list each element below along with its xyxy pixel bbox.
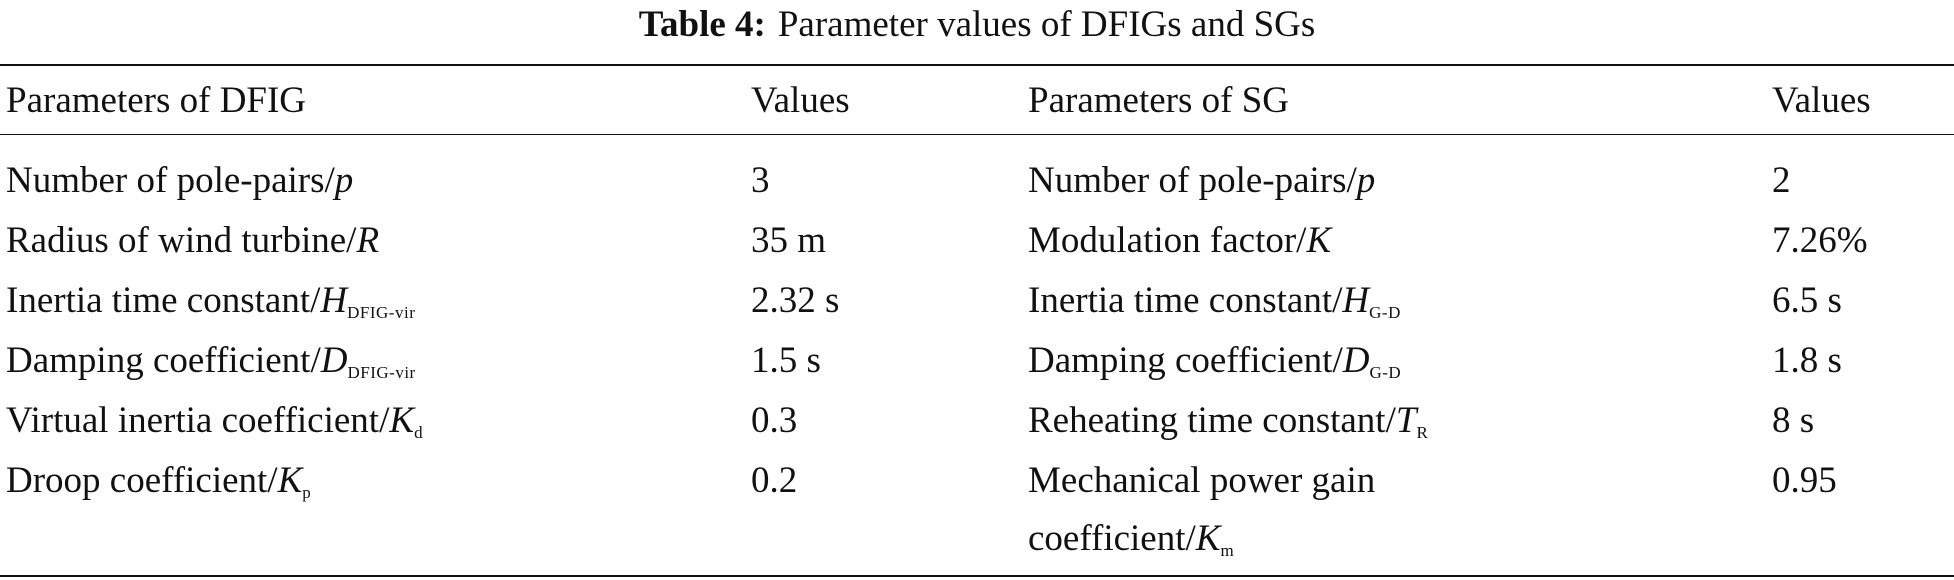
parameter-text: Modulation factor/	[1028, 220, 1307, 261]
parameter-cell: Modulation factor/K	[1028, 212, 1331, 270]
parameter-cell: Number of pole-pairs/p	[1028, 152, 1375, 210]
parameter-symbol: p	[334, 160, 354, 201]
parameter-symbol: K	[389, 400, 415, 441]
parameter-symbol: K	[1306, 220, 1332, 261]
parameter-text: Virtual inertia coefficient/	[6, 400, 390, 441]
parameter-symbol: D	[320, 340, 348, 381]
parameter-symbol: R	[356, 220, 380, 261]
header-cell: Values	[751, 80, 850, 121]
parameter-cell: Inertia time constant/HDFIG-vir	[6, 272, 415, 342]
header-rule	[0, 134, 1954, 135]
parameter-symbol: H	[320, 280, 348, 321]
parameter-cell: Mechanical power gain coefficient/Km	[1028, 452, 1528, 580]
parameter-text: Inertia time constant/	[6, 280, 321, 321]
header-cell: Parameters of SG	[1028, 80, 1289, 121]
parameter-subscript: p	[302, 483, 312, 502]
parameter-subscript: R	[1416, 423, 1429, 442]
value-cell: 2	[1772, 160, 1791, 201]
value-cell: 3	[751, 160, 770, 201]
value-cell: 35 m	[751, 220, 827, 261]
parameter-text: Mechanical power gain coefficient/	[1028, 460, 1376, 559]
parameter-subscript: G-D	[1369, 303, 1401, 322]
table-title: Table 4: Parameter values of DFIGs and SG…	[0, 2, 1954, 48]
value-cell: 0.95	[1772, 460, 1837, 501]
table-caption: Parameter values of DFIGs and SGs	[777, 4, 1316, 45]
value-cell: 7.26%	[1772, 220, 1868, 261]
header-cell: Parameters of DFIG	[6, 80, 307, 121]
parameter-text: Number of pole-pairs/	[6, 160, 335, 201]
parameter-symbol: T	[1395, 400, 1417, 441]
value-cell: 1.5 s	[751, 340, 821, 381]
parameter-subscript: d	[414, 423, 424, 442]
parameter-cell: Droop coefficient/Kp	[6, 452, 311, 522]
parameter-cell: Radius of wind turbine/R	[6, 212, 379, 270]
parameter-text: Reheating time constant/	[1028, 400, 1396, 441]
parameter-cell: Reheating time constant/TR	[1028, 392, 1428, 462]
parameter-text: Damping coefficient/	[1028, 340, 1343, 381]
top-rule	[0, 64, 1954, 66]
parameter-symbol: H	[1342, 280, 1370, 321]
value-cell: 2.32 s	[751, 280, 840, 321]
parameter-text: Inertia time constant/	[1028, 280, 1343, 321]
parameter-subscript: m	[1220, 541, 1235, 560]
parameter-text: Damping coefficient/	[6, 340, 321, 381]
parameter-symbol: K	[1195, 518, 1221, 559]
parameter-text: Droop coefficient/	[6, 460, 278, 501]
parameter-subscript: DFIG-vir	[347, 363, 416, 382]
parameter-cell: Number of pole-pairs/p	[6, 152, 353, 210]
parameter-cell: Virtual inertia coefficient/Kd	[6, 392, 423, 462]
parameter-cell: Damping coefficient/DDFIG-vir	[6, 332, 416, 402]
value-cell: 1.8 s	[1772, 340, 1842, 381]
parameter-text: Radius of wind turbine/	[6, 220, 357, 261]
header-cell: Values	[1772, 80, 1871, 121]
bottom-rule	[0, 575, 1954, 577]
parameter-cell: Inertia time constant/HG-D	[1028, 272, 1401, 342]
value-cell: 0.3	[751, 400, 798, 441]
value-cell: 8 s	[1772, 400, 1815, 441]
parameter-symbol: K	[277, 460, 303, 501]
parameter-subscript: G-D	[1369, 363, 1402, 382]
value-cell: 6.5 s	[1772, 280, 1842, 321]
table-label: Table 4:	[638, 4, 766, 45]
value-cell: 0.2	[751, 460, 798, 501]
parameter-cell: Damping coefficient/DG-D	[1028, 332, 1401, 402]
parameter-subscript: DFIG-vir	[347, 303, 416, 322]
parameter-text: Number of pole-pairs/	[1028, 160, 1357, 201]
parameter-symbol: D	[1342, 340, 1370, 381]
parameter-symbol: p	[1356, 160, 1376, 201]
